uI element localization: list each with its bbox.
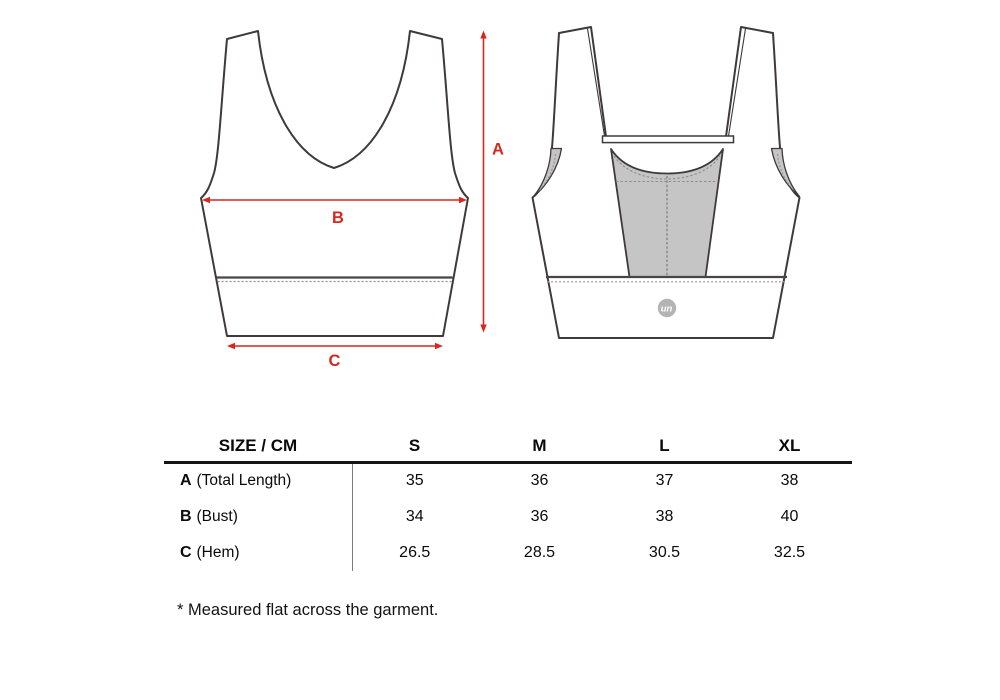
row-desc: (Bust)	[196, 507, 238, 525]
col-header-l: L	[602, 430, 727, 464]
size-cell: 38	[655, 507, 674, 525]
row-desc: (Total Length)	[196, 472, 292, 490]
left-strap-seam	[586, 28, 606, 137]
measurement-arrows: A B C	[202, 30, 504, 370]
back-view-drawing: un	[531, 26, 801, 339]
size-cell: 34	[405, 507, 424, 525]
arrow-b-head-left	[202, 196, 210, 204]
size-cell: 38	[780, 472, 799, 490]
col-header-size-cm: SIZE / CM	[164, 430, 352, 464]
size-cell: 40	[780, 507, 799, 525]
measure-label-c: C	[329, 352, 341, 370]
col-header-xl: XL	[727, 430, 852, 464]
left-armhole-lining	[532, 147, 563, 198]
col-header-s: S	[352, 430, 477, 464]
arrow-c-head-right	[435, 342, 443, 350]
right-armhole-lining	[770, 147, 801, 198]
arrow-a-head-bottom	[480, 324, 487, 333]
measure-label-a: A	[492, 141, 504, 159]
front-silhouette	[200, 30, 469, 337]
size-cell: 35	[405, 472, 424, 490]
size-table-header-row: SIZE / CM S M L XL	[164, 430, 852, 464]
right-strap-seam	[727, 28, 747, 137]
row-label: C (Hem)	[164, 534, 353, 571]
size-cell: 36	[530, 472, 549, 490]
size-cell: 28.5	[523, 543, 556, 561]
row-key: B	[180, 507, 192, 525]
footnote: * Measured flat across the garment.	[177, 601, 439, 619]
table-row-hem: C (Hem) 26.5 28.5 30.5 32.5	[164, 534, 852, 571]
back-clasp-band	[601, 135, 735, 144]
size-cell: 37	[655, 472, 674, 490]
size-table-section: SIZE / CM S M L XL A (Total Length) 35 36…	[164, 430, 852, 571]
size-cell: 36	[530, 507, 549, 525]
row-desc: (Hem)	[196, 543, 240, 561]
table-row-bust: B (Bust) 34 36 38 40	[164, 498, 852, 535]
size-cell: 30.5	[648, 543, 681, 561]
arrow-b-head-right	[459, 196, 467, 204]
arrow-a-head-top	[480, 30, 487, 39]
row-label: B (Bust)	[164, 498, 353, 535]
size-table: SIZE / CM S M L XL A (Total Length) 35 36…	[164, 430, 852, 571]
brand-logo-text: un	[661, 304, 673, 315]
row-label: A (Total Length)	[164, 462, 353, 499]
garment-diagram: un A B C	[200, 26, 801, 370]
measure-label-b: B	[332, 209, 344, 227]
size-cell: 26.5	[399, 543, 431, 561]
arrow-c-head-left	[227, 342, 235, 350]
col-header-m: M	[477, 430, 602, 464]
row-key: C	[180, 543, 192, 561]
row-key: A	[180, 472, 192, 490]
brand-logo-icon	[657, 298, 677, 318]
size-cell: 32.5	[773, 543, 806, 561]
table-row-total-length: A (Total Length) 35 36 37 38	[164, 462, 852, 499]
front-view-drawing	[200, 30, 469, 337]
